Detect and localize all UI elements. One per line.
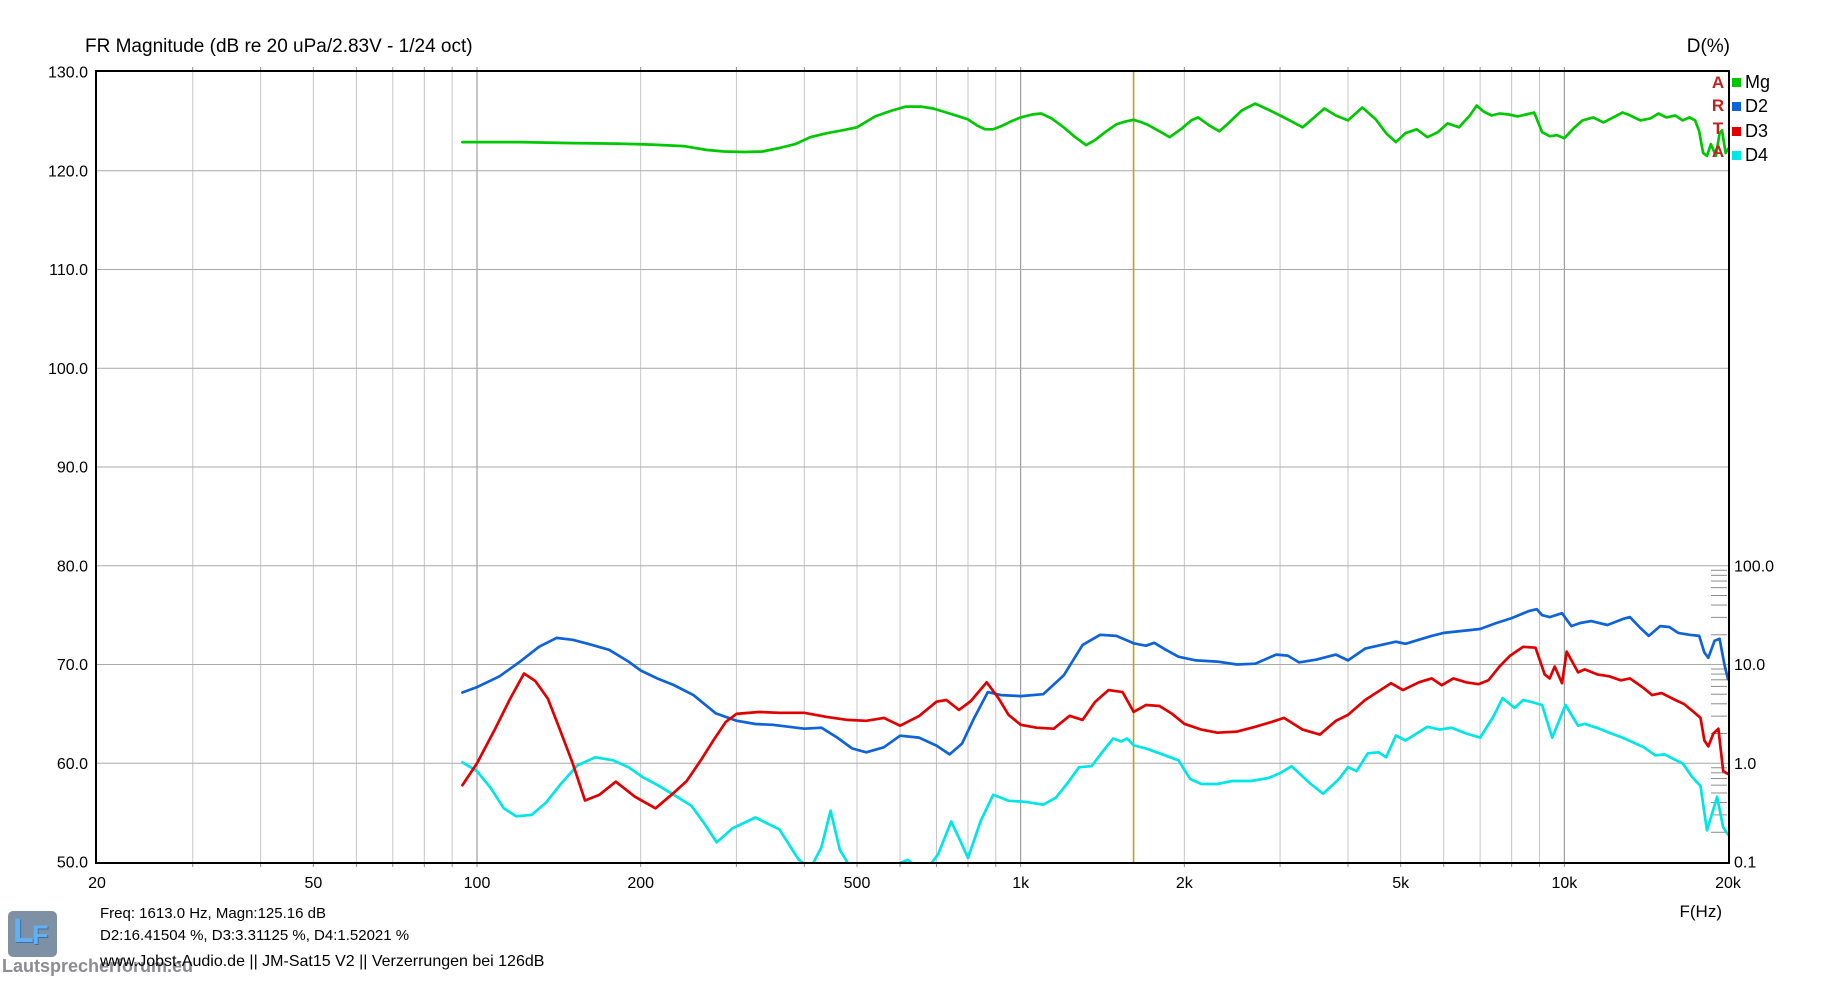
distortion-axis-title: D(%) (1686, 36, 1730, 57)
chart-title: FR Magnitude (dB re 20 uPa/2.83V - 1/24 … (85, 36, 473, 57)
curve-Mg (461, 102, 1728, 158)
legend-item-d2: D2 (1732, 95, 1822, 120)
x-tick-label: 200 (627, 875, 654, 892)
curve-D2 (461, 607, 1728, 756)
legend-item-d4: D4 (1732, 144, 1822, 169)
x-tick-label: 1k (1012, 875, 1030, 892)
y-left-tick-label: 110.0 (49, 262, 88, 279)
y-left-tick-label: 130.0 (48, 65, 88, 82)
y-left-tick-label: 50.0 (57, 855, 88, 872)
d3-color-swatch-icon (1732, 126, 1741, 136)
arta-demo-watermark: A R T A (1708, 71, 1728, 163)
y-left-tick-label: 100.0 (48, 361, 88, 378)
logo-letter-f: F (32, 920, 49, 950)
y-right-tick-label: 0.1 (1734, 855, 1756, 872)
x-tick-label: 5k (1392, 875, 1410, 892)
plot-border (95, 70, 1730, 864)
arta-letter-r: R (1711, 96, 1725, 115)
curve-D3 (461, 645, 1728, 810)
y-right-tick-label: 1.0 (1734, 756, 1756, 773)
x-tick-label: 20 (88, 875, 106, 892)
d2-color-swatch-icon (1732, 102, 1741, 112)
legend-label-d4: D4 (1745, 145, 1769, 166)
arta-letter-a2: A (1711, 142, 1725, 161)
status-distortion-readout: D2:16.41504 %, D3:3.31125 %, D4:1.52021 … (100, 927, 410, 944)
legend-label-mg: Mg (1745, 71, 1771, 92)
x-tick-label: 100 (464, 875, 491, 892)
legend-item-d3: D3 (1732, 119, 1822, 144)
y-right-tick-label: 10.0 (1734, 657, 1765, 674)
x-axis-unit-label: F(Hz) (1679, 902, 1722, 921)
y-left-tick-label: 80.0 (57, 558, 88, 575)
status-source-info: www.Jobst-Audio.de || JM-Sat15 V2 || Ver… (100, 953, 545, 970)
x-tick-label: 2k (1176, 875, 1194, 892)
x-tick-label: 500 (844, 875, 871, 892)
d4-color-swatch-icon (1732, 151, 1741, 161)
logo-letter-l: L (13, 912, 34, 950)
lautsprecherforum-logo: L F (8, 911, 57, 957)
status-cursor-readout: Freq: 1613.0 Hz, Magn:125.16 dB (100, 905, 326, 922)
legend: Mg D2 D3 D4 (1732, 70, 1822, 168)
y-left-tick-label: 60.0 (57, 756, 88, 773)
y-right-tick-label: 100.0 (1734, 558, 1774, 575)
mg-color-swatch-icon (1732, 77, 1741, 87)
y-left-tick-label: 90.0 (57, 460, 88, 477)
x-tick-label: 10k (1551, 875, 1578, 892)
arta-letter-t: T (1712, 119, 1724, 138)
forum-watermark-text: Lautsprecherforum.eu (2, 956, 194, 976)
x-tick-label: 50 (304, 875, 322, 892)
legend-item-mg: Mg (1732, 70, 1822, 95)
y-left-tick-label: 70.0 (57, 657, 88, 674)
curve-D4 (461, 696, 1728, 862)
x-tick-label: 20k (1715, 875, 1742, 892)
legend-label-d2: D2 (1745, 96, 1769, 117)
y-left-tick-label: 120.0 (48, 163, 88, 180)
legend-label-d3: D3 (1745, 120, 1769, 141)
arta-letter-a1: A (1711, 73, 1725, 92)
